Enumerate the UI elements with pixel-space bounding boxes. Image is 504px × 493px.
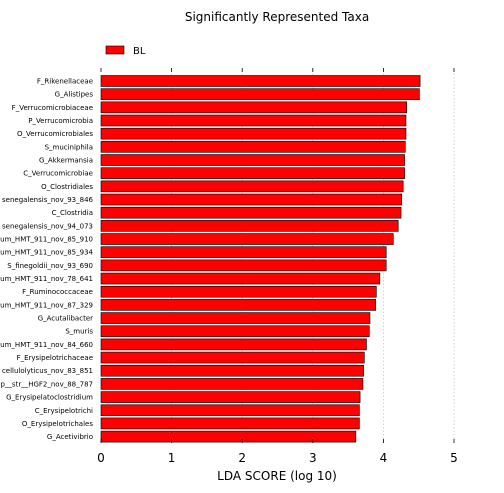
category-label: G_Akkermansia	[39, 157, 93, 165]
bar	[100, 114, 407, 127]
category-label: F_Rikenellaceae	[37, 78, 93, 86]
bar	[100, 246, 387, 259]
x-tick-label: 4	[380, 451, 388, 465]
bar	[100, 193, 403, 206]
category-label: C_Clostridia	[52, 209, 93, 217]
legend: BL	[105, 45, 146, 57]
bar	[100, 404, 360, 417]
category-label: p__str__HGF2_nov_88_787	[0, 380, 93, 388]
category-label: S_finegoldii_nov_93_690	[7, 262, 93, 270]
category-labels: F_Rikenellaceae G_Alistipes F_Verrucomicro…	[0, 78, 93, 442]
category-label: G_Erysipelatoclostridium	[6, 394, 93, 402]
category-label: um_HMT_911_nov_85_910	[0, 236, 93, 244]
category-label: senegalensis_nov_94_073	[2, 222, 93, 230]
bar	[100, 88, 420, 100]
category-label: O_Verrucomicrobiales	[17, 130, 93, 138]
category-label: um_HMT_911_nov_85_934	[0, 249, 93, 257]
category-label: G_Alistipes	[55, 91, 94, 99]
x-tick-label: 0	[97, 451, 105, 465]
category-label: C_Verrucomicrobiae	[23, 170, 93, 178]
category-label: G_Acutalibacter	[38, 315, 93, 323]
category-label: G_Acetivibrio	[47, 433, 93, 441]
bar	[100, 312, 371, 324]
category-label: F_Ruminococcaceae	[22, 288, 93, 296]
x-axis: 0 1 2 3 4 5	[97, 68, 458, 465]
x-tick-label: 5	[450, 451, 458, 465]
x-tick-label: 2	[238, 451, 246, 465]
bar	[100, 351, 365, 364]
bar	[100, 127, 407, 140]
bar	[100, 167, 405, 179]
bar	[100, 285, 377, 298]
category-label: um_HMT_911_nov_84_660	[0, 341, 93, 349]
category-label: O_Erysipelotrichales	[22, 420, 93, 428]
bar	[100, 391, 361, 403]
category-label: senegalensis_nov_93_846	[2, 196, 94, 204]
bar	[100, 154, 405, 166]
category-label: F_Verrucomicrobiaceae	[12, 104, 93, 112]
category-label: O_Clostridiales	[41, 183, 93, 191]
category-label: um_HMT_911_nov_87_329	[0, 301, 93, 309]
bar	[100, 272, 381, 285]
category-label: P_Verrucomicrobia	[28, 117, 93, 125]
category-label: cellulolyticus_nov_83_851	[2, 367, 93, 375]
bars	[100, 75, 421, 443]
legend-label-bl: BL	[133, 46, 146, 57]
bar	[100, 233, 394, 245]
category-label: S_muris	[65, 328, 93, 336]
bar	[100, 206, 402, 219]
bar	[100, 220, 399, 232]
category-label: S_muciniphila	[45, 143, 93, 151]
x-tick-label: 3	[309, 451, 317, 465]
legend-swatch-bl	[105, 45, 125, 55]
bar	[100, 101, 407, 114]
category-label: um_HMT_911_nov_78_641	[0, 275, 93, 283]
bar	[100, 364, 364, 377]
bar	[100, 338, 367, 351]
bar	[100, 430, 357, 443]
bar	[100, 299, 376, 311]
bar	[100, 417, 360, 430]
category-label: C_Erysipelotrichi	[35, 407, 93, 415]
bar	[100, 325, 370, 338]
bar	[100, 259, 387, 272]
bar	[100, 378, 364, 390]
bar	[100, 141, 406, 153]
x-axis-label: LDA SCORE (log 10)	[217, 469, 337, 483]
category-label: F_Erysipelotrichaceae	[17, 354, 93, 362]
chart-title: Significantly Represented Taxa	[185, 10, 369, 24]
bar	[100, 180, 404, 193]
x-tick-label: 1	[168, 451, 176, 465]
bar	[100, 75, 421, 87]
